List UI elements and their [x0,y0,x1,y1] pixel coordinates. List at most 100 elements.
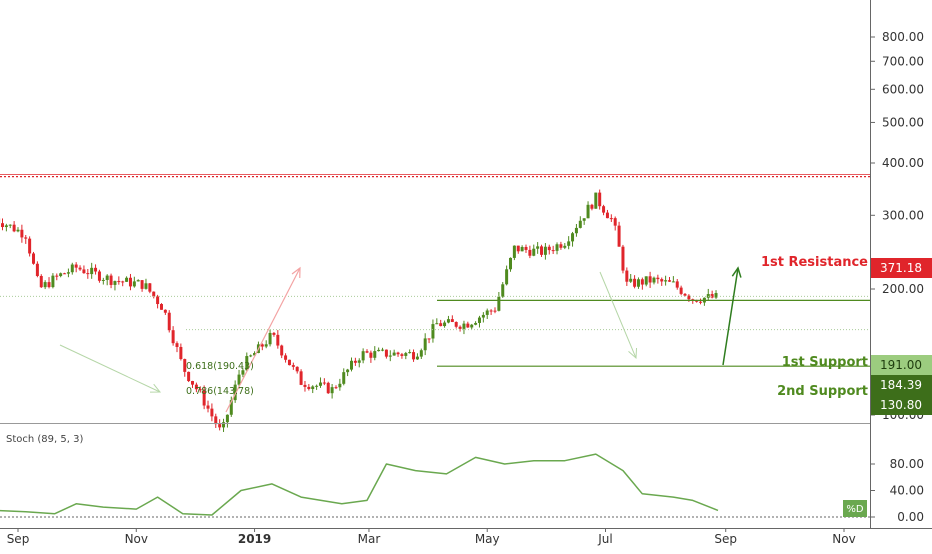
candle-body [501,284,504,296]
candle-body [513,246,516,258]
y-tick-label: 400.00 [882,156,924,170]
x-tick-label: Jul [597,532,612,546]
candle-body [51,276,54,287]
candle-body [397,353,400,355]
candle-body [13,225,16,232]
candle-body [222,422,225,427]
candle-body [544,247,547,255]
candle-body [327,383,330,393]
candle-body [342,372,345,384]
candle-body [315,386,318,387]
candle-body [532,249,535,256]
y-tick-label: 600.00 [882,82,924,96]
candle-body [540,246,543,254]
candle-body [133,281,136,286]
candle-body [711,294,714,298]
candle-body [618,226,621,247]
candle-body [416,357,419,360]
candle-body [32,253,35,263]
candle-body [94,268,97,272]
candle-body [288,360,291,365]
candle-body [207,406,210,409]
resistance-price-label: 371.18 [880,261,922,275]
candle-body [1,223,4,227]
stoch-tick-label: 80.00 [890,457,924,471]
candle-body [86,273,89,274]
fib-label-0618: 0.618(190.43) [186,361,254,372]
candle-body [652,278,655,283]
candle-body [583,218,586,221]
candle-body [521,247,524,251]
candle-body [338,384,341,387]
candle-body [563,246,566,248]
candle-body [20,230,23,238]
candle-body [656,278,659,279]
candle-body [400,354,403,356]
candle-body [346,370,349,373]
candle-body [462,324,465,329]
support-2-price-label: 130.80 [880,398,922,412]
candle-body [152,292,155,297]
candle-body [191,381,194,385]
candle-body [373,351,376,358]
candle-body [610,218,613,219]
candle-body [280,346,283,356]
candle-body [528,250,531,256]
candle-body [265,344,268,346]
candle-body [214,416,217,424]
candle-body [606,213,609,219]
x-tick-label: Sep [7,532,30,546]
candle-body [377,350,380,351]
candle-body [482,315,485,318]
candle-body [559,244,562,248]
x-tick-label: Mar [358,532,381,546]
candle-body [90,268,93,274]
candle-body [98,272,101,281]
candle-body [439,323,442,326]
candle-body [303,385,306,387]
candle-body [637,279,640,286]
candle-body [40,276,43,287]
candle-body [24,237,27,238]
candle-body [129,278,132,287]
candle-body [160,304,163,310]
candle-body [699,302,702,303]
candle-body [117,281,120,282]
candle-body [168,313,171,330]
candle-body [381,350,384,351]
candle-body [633,279,636,287]
candle-body [269,333,272,344]
candle-body [614,218,617,225]
support-2-label: 2nd Support [777,384,868,399]
candle-body [79,268,82,270]
y-tick-label: 700.00 [882,54,924,68]
stoch-tick-label: 0.00 [897,510,924,524]
stoch-title: Stoch (89, 5, 3) [6,434,83,445]
support-1-label: 1st Support [782,355,868,370]
candle-body [156,296,159,304]
candle-body [478,318,481,323]
candle-body [106,276,109,280]
candle-body [676,281,679,287]
resistance-label: 1st Resistance [761,255,868,270]
candle-body [358,360,361,362]
candle-body [447,319,450,322]
candle-body [272,333,275,335]
candle-body [672,281,675,282]
candle-body [536,246,539,248]
candle-body [587,205,590,218]
candle-body [44,282,47,287]
candle-body [179,347,182,359]
candle-body [579,221,582,228]
candle-body [552,250,555,251]
candle-body [493,311,496,312]
candle-body [389,356,392,357]
candle-body [548,247,551,250]
candle-body [261,344,264,346]
support-1-price-label: 191.00 [880,358,922,372]
candle-body [590,205,593,209]
candle-body [459,327,462,329]
candle-body [218,424,221,427]
candle-body [238,375,241,385]
